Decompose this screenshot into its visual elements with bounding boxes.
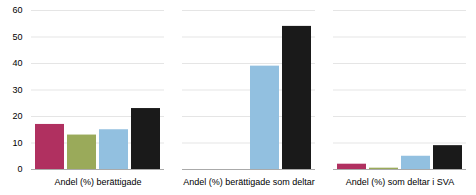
svg-text:30: 30: [12, 85, 22, 95]
svg-text:Andel (%) som deltar i SVA: Andel (%) som deltar i SVA: [346, 177, 454, 187]
svg-text:40: 40: [12, 58, 22, 68]
svg-text:0: 0: [17, 164, 22, 174]
svg-text:60: 60: [12, 5, 22, 15]
svg-text:20: 20: [12, 111, 22, 121]
svg-text:10: 10: [12, 138, 22, 148]
svg-text:Andel (%) berättigade som delt: Andel (%) berättigade som deltar: [183, 177, 315, 187]
svg-text:50: 50: [12, 32, 22, 42]
svg-text:Andel (%) berättigade: Andel (%) berättigade: [54, 177, 141, 187]
